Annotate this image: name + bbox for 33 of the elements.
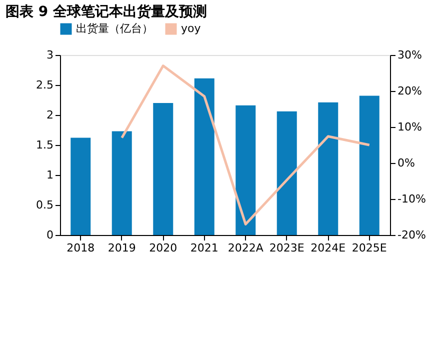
bar [112, 131, 132, 235]
bar [70, 138, 91, 235]
x-tick-label: 2024E [310, 242, 346, 254]
y2-tick-label: 20% [398, 84, 422, 98]
y2-tick-label: -20% [398, 228, 426, 242]
line-series [120, 64, 371, 226]
y-tick-label: 3 [46, 48, 54, 62]
y-tick-label: 1.5 [36, 138, 54, 152]
y2-tick-label: 30% [398, 48, 422, 62]
y-tick-label: 1 [46, 168, 54, 182]
x-tick-label: 2019 [108, 242, 136, 254]
bar [236, 105, 256, 235]
y-tick-label: 2 [46, 108, 54, 122]
x-tick-label: 2021 [190, 242, 218, 254]
bar [276, 111, 297, 235]
x-tick-label: 2022A [228, 242, 264, 254]
chart-title: 图表 9 全球笔记本出货量及预测 [6, 4, 208, 20]
x-tick-label: 2025E [352, 242, 387, 254]
bar [194, 78, 214, 235]
y-tick-label: 0.5 [36, 198, 54, 212]
y2-tick-label: -10% [398, 192, 426, 206]
x-tick-label: 2023E [269, 242, 304, 254]
bar [359, 96, 380, 235]
y-tick-label: 0 [46, 228, 54, 242]
x-tick-label: 2020 [149, 242, 178, 254]
bar [153, 103, 174, 235]
y2-tick-label: 0% [398, 156, 415, 170]
legend-label: 出货量（亿台） [76, 22, 153, 35]
legend-label: yoy [181, 22, 202, 35]
bar [318, 102, 338, 235]
y-tick-label: 2.5 [36, 78, 54, 92]
y2-tick-label: 10% [398, 120, 422, 134]
x-tick-label: 2018 [66, 242, 95, 254]
